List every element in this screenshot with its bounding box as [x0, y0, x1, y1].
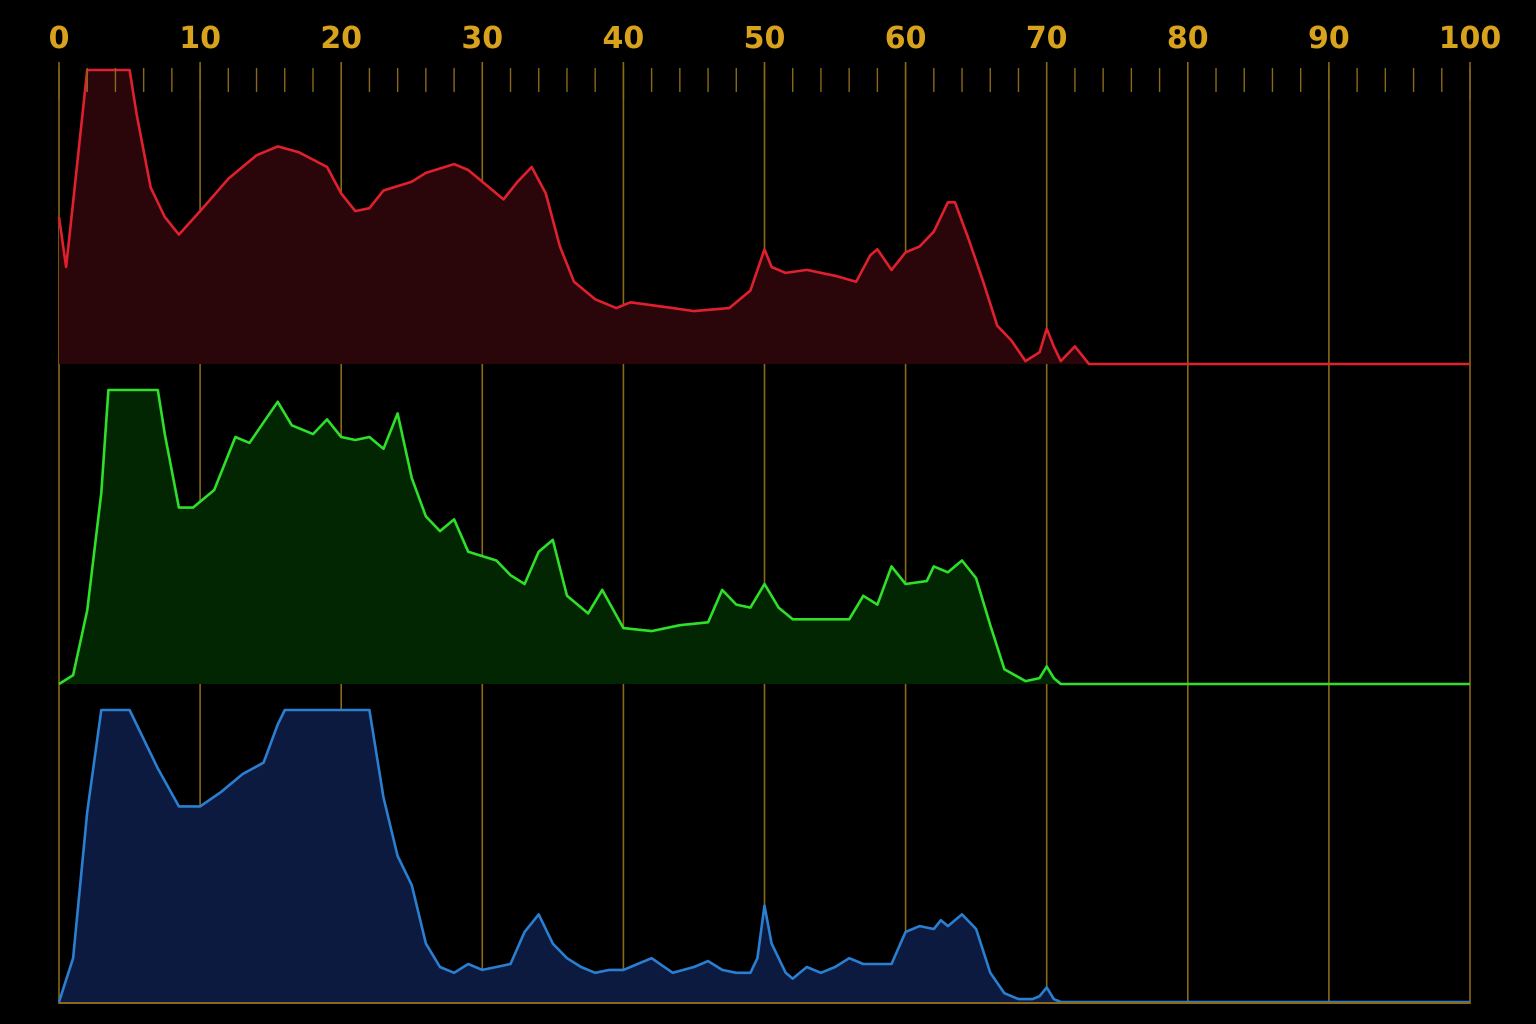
x-tick-label-90: 90 — [1308, 21, 1350, 56]
x-tick-label-30: 30 — [461, 21, 503, 56]
series-areas — [57, 68, 1470, 1004]
x-tick-label-60: 60 — [885, 21, 927, 56]
x-tick-label-0: 0 — [49, 21, 70, 56]
green-curve — [58, 388, 1470, 686]
x-tick-label-80: 80 — [1167, 21, 1209, 56]
red-area-fill — [59, 70, 1470, 364]
x-tick-label-40: 40 — [603, 21, 645, 56]
series-green — [58, 388, 1470, 686]
x-tick-label-70: 70 — [1026, 21, 1068, 56]
green-area-fill — [59, 390, 1470, 684]
red-curve — [57, 68, 1470, 366]
x-tick-label-100: 100 — [1439, 21, 1502, 56]
series-red — [57, 68, 1470, 366]
series-blue — [57, 708, 1470, 1004]
blue-curve — [57, 708, 1470, 1004]
x-tick-label-50: 50 — [744, 21, 786, 56]
blue-area-fill — [59, 710, 1470, 1002]
x-tick-label-10: 10 — [179, 21, 221, 56]
x-tick-label-20: 20 — [320, 21, 362, 56]
x-axis: 0 10 20 30 40 50 60 70 80 90 100 — [49, 21, 1502, 1004]
